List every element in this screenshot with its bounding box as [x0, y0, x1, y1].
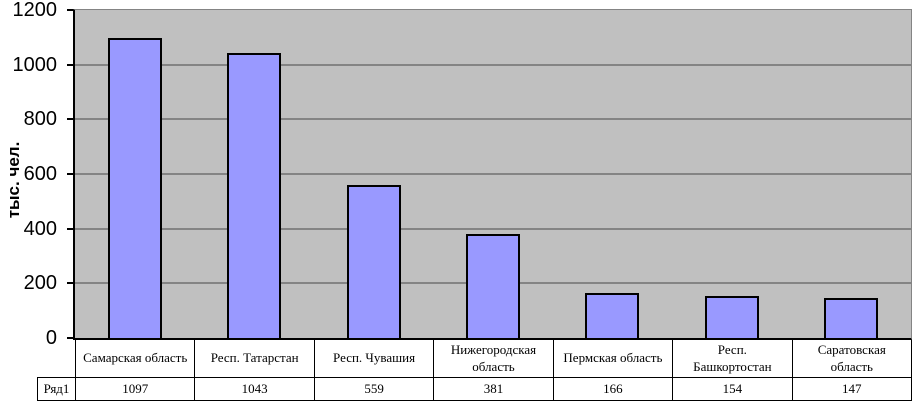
category-cell: Самарская область	[76, 340, 196, 377]
y-axis-tick	[67, 64, 73, 66]
y-tick-label: 1200	[12, 0, 58, 21]
y-tick-label: 800	[23, 108, 57, 130]
value-cell: 166	[554, 378, 674, 400]
y-tick-label: 0	[45, 327, 57, 349]
bar	[227, 53, 281, 338]
y-tick-label: 200	[23, 272, 57, 294]
y-axis-tick	[67, 337, 73, 339]
y-axis-tick	[67, 118, 73, 120]
value-cell: 1097	[76, 378, 196, 400]
y-axis-tick	[67, 228, 73, 230]
category-cell: Респ. Чувашия	[315, 340, 435, 377]
category-cell: Саратовская область	[793, 340, 912, 377]
category-cell: Нижегородская область	[434, 340, 554, 377]
gridline	[75, 173, 911, 175]
value-cell: 559	[315, 378, 435, 400]
value-cell: 147	[793, 378, 912, 400]
category-cell: Пермская область	[554, 340, 674, 377]
y-tick-label: 400	[23, 218, 57, 240]
bar	[108, 38, 162, 338]
value-cell: 381	[434, 378, 554, 400]
y-tick-label: 1000	[12, 54, 58, 76]
bar	[705, 296, 759, 338]
y-axis-tick	[67, 173, 73, 175]
bar	[347, 185, 401, 338]
series-name-cell: Ряд1	[37, 377, 76, 401]
category-cell: Респ. Башкортостан	[673, 340, 793, 377]
y-tick-label: 600	[23, 163, 57, 185]
bar	[824, 298, 878, 338]
value-cell: 154	[673, 378, 793, 400]
value-row: 1097 1043 559 381 166 154 147	[75, 378, 912, 401]
gridline	[75, 228, 911, 230]
y-axis-tick	[67, 282, 73, 284]
category-row: Самарская область Респ. Татарстан Респ. Чу…	[75, 340, 912, 378]
value-cell: 1043	[195, 378, 315, 400]
gridline	[75, 118, 911, 120]
plot-area	[73, 9, 912, 340]
y-axis-tick	[67, 9, 73, 11]
gridline	[75, 64, 911, 66]
bar	[585, 293, 639, 338]
bar	[466, 234, 520, 338]
category-cell: Респ. Татарстан	[195, 340, 315, 377]
